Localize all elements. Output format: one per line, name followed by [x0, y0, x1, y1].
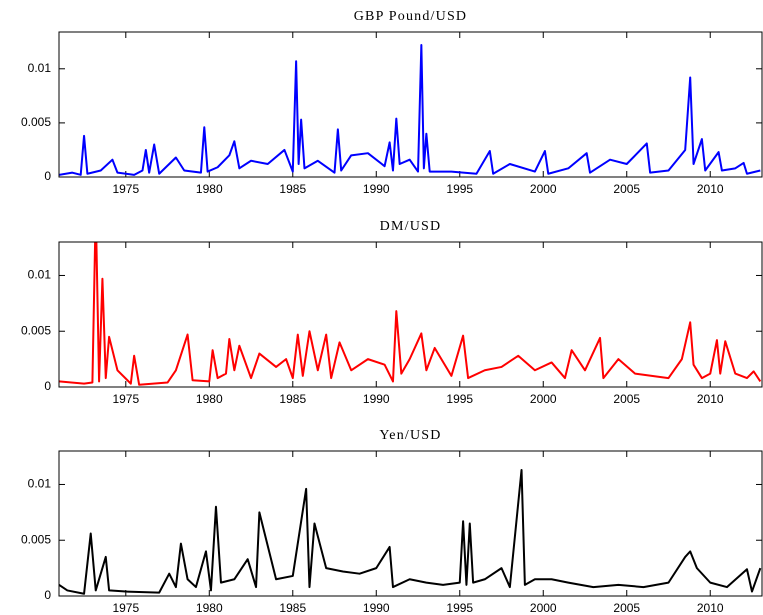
- x-tick-label: 2010: [697, 392, 724, 406]
- x-tick-label: 2005: [613, 392, 640, 406]
- x-tick-label: 1985: [279, 392, 306, 406]
- y-tick-label: 0.005: [21, 323, 51, 337]
- x-tick-label: 1980: [196, 392, 223, 406]
- x-tick-label: 1995: [446, 182, 473, 196]
- x-tick-label: 2000: [530, 601, 557, 615]
- x-tick-label: 1990: [363, 182, 390, 196]
- y-tick-label: 0: [44, 588, 51, 602]
- series-line: [59, 242, 762, 386]
- x-tick-label: 2005: [613, 601, 640, 615]
- y-tick-label: 0.005: [21, 115, 51, 129]
- panel-title: Yen/USD: [379, 428, 441, 443]
- y-tick-label: 0: [44, 169, 51, 183]
- x-tick-label: 2000: [530, 182, 557, 196]
- panel-title: GBP Pound/USD: [354, 9, 468, 24]
- x-tick-label: 2000: [530, 392, 557, 406]
- series-line: [59, 43, 761, 176]
- x-tick-label: 1995: [446, 601, 473, 615]
- x-tick-label: 1990: [363, 392, 390, 406]
- x-tick-label: 1980: [196, 601, 223, 615]
- x-tick-label: 1995: [446, 392, 473, 406]
- x-tick-label: 2010: [697, 182, 724, 196]
- axes-box: [58, 450, 763, 597]
- axes-box: [58, 31, 763, 178]
- y-tick-label: 0.01: [28, 61, 52, 75]
- x-tick-label: 2010: [697, 601, 724, 615]
- x-tick-label: 2005: [613, 182, 640, 196]
- y-tick-label: 0.01: [28, 477, 52, 491]
- x-tick-label: 1975: [112, 601, 139, 615]
- panel-title: DM/USD: [380, 219, 442, 234]
- series-line: [59, 468, 762, 595]
- x-tick-label: 1985: [279, 601, 306, 615]
- x-tick-label: 1980: [196, 182, 223, 196]
- x-tick-label: 1975: [112, 182, 139, 196]
- x-tick-label: 1985: [279, 182, 306, 196]
- y-tick-label: 0.01: [28, 268, 52, 282]
- y-tick-label: 0.005: [21, 532, 51, 546]
- axes-box: [58, 241, 763, 388]
- y-tick-label: 0: [44, 379, 51, 393]
- x-tick-label: 1990: [363, 601, 390, 615]
- x-tick-label: 1975: [112, 392, 139, 406]
